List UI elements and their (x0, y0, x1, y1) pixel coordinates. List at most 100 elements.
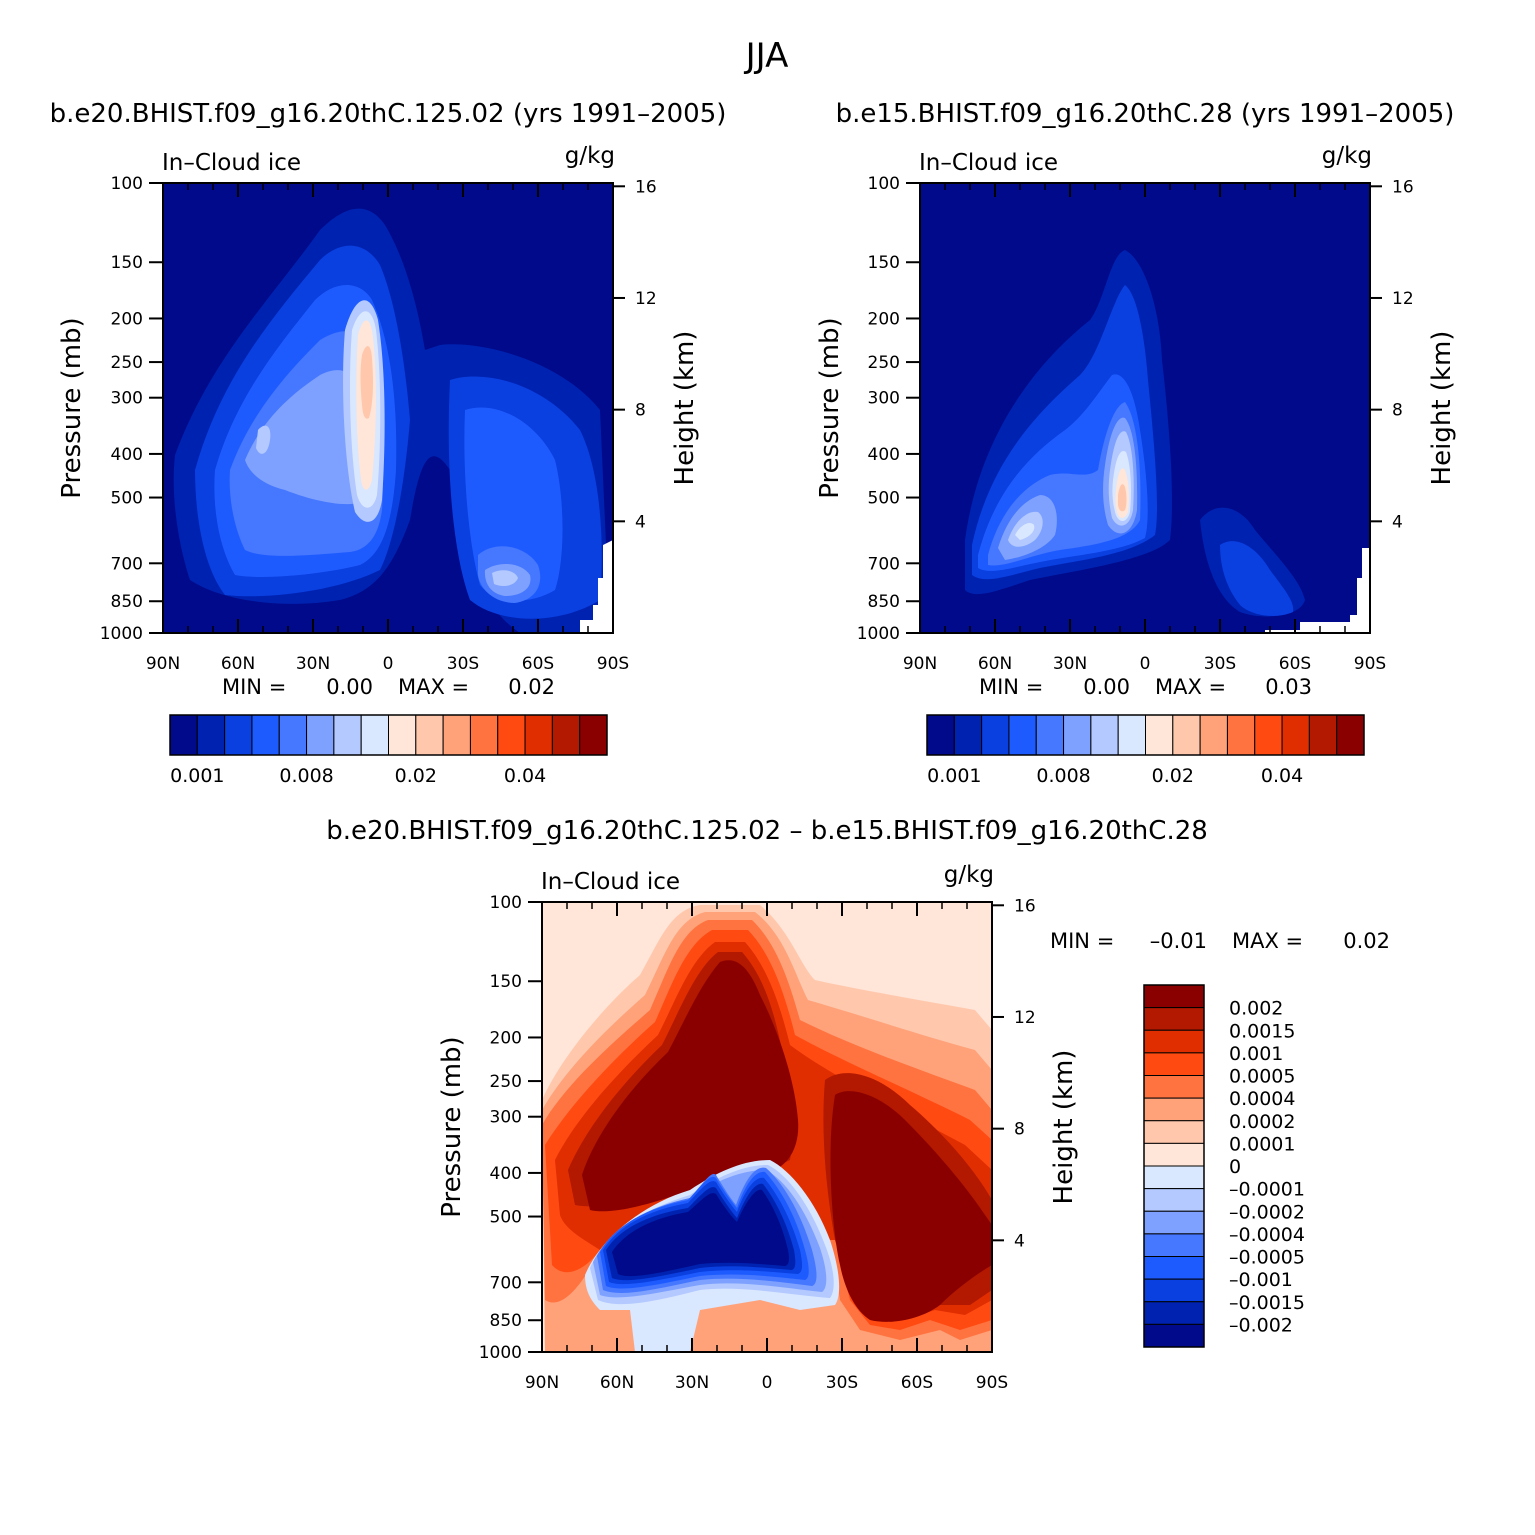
panel-b-max-value: 0.03 (1265, 675, 1312, 699)
panel-c-ylabel: Pressure (mb) (437, 1036, 467, 1217)
panel-a-colorbar-label: 0.008 (279, 765, 333, 787)
panel-c-colorbar-label: –0.0002 (1229, 1201, 1305, 1223)
panel-b-axes: 90N 60N 30N 0 30S 60S 90S 100 150 200 250 300 400 500… (857, 174, 1414, 674)
panel-a-xtick-label: 0 (383, 654, 394, 674)
panel-a-colorbar-box (551, 714, 581, 756)
panel-c-max-value: 0.02 (1343, 929, 1390, 953)
panel-c-y2tick-label: 4 (1014, 1231, 1025, 1251)
panel-c-xtick-label: 90N (525, 1373, 559, 1393)
panel-b-ylabel: Pressure (mb) (815, 317, 845, 498)
panel-c-y2tick-label: 8 (1014, 1120, 1025, 1140)
panel-a-y2tick-label: 16 (635, 177, 657, 197)
panel-b-colorbar-box (1199, 714, 1228, 756)
panel-c-colorbar-box (1143, 1188, 1205, 1212)
panel-b-y2tick-label: 4 (1392, 512, 1403, 532)
panel-b-colorbar-box (1117, 714, 1146, 756)
panel-a-ylabel: Pressure (mb) (57, 317, 87, 498)
panel-c-ytick-label: 400 (490, 1164, 522, 1184)
panel-b-xtick-label: 30N (1053, 654, 1087, 674)
panel-c-ytick-label: 500 (490, 1208, 522, 1228)
panel-c-colorbar-box (1143, 1097, 1205, 1122)
panel-a-ytick-label: 850 (111, 592, 143, 612)
panel-c-ytick-label: 300 (490, 1108, 522, 1128)
panel-b-min-label: MIN = (979, 675, 1043, 699)
panel-c-variable: In–Cloud ice (541, 869, 680, 895)
panel-b-xtick-label: 60N (978, 654, 1012, 674)
panel-c-colorbar-label: 0.0005 (1229, 1066, 1295, 1088)
panel-b-colorbar-box (1008, 714, 1037, 756)
panel-c-colorbar-label: 0.0001 (1229, 1133, 1295, 1155)
panel-c-y2tick-label: 16 (1014, 896, 1036, 916)
panel-c-colorbar-label: 0.002 (1229, 998, 1283, 1020)
panel-c-y2label: Height (km) (1049, 1050, 1079, 1205)
panel-a-colorbar-box (415, 714, 444, 756)
panel-a-y2label: Height (km) (670, 331, 700, 486)
panel-c-colorbar-frame (1143, 984, 1205, 1348)
panel-c-ytick-label: 850 (490, 1311, 522, 1331)
panel-c-colorbar-label: 0.0002 (1229, 1111, 1295, 1133)
panel-b-colorbar-box (981, 714, 1010, 756)
panel-a-colorbar-box (333, 714, 362, 756)
panel-a-xtick-label: 60N (221, 654, 255, 674)
panel-b-field (920, 183, 1370, 633)
panel-b-colorbar-box (1172, 714, 1201, 756)
panel-c-xtick-label: 30S (826, 1373, 858, 1393)
panel-b-ytick-label: 700 (868, 554, 900, 574)
panel-c-colorbar-label: –0.002 (1229, 1314, 1293, 1336)
panel-b-colorbar-box (926, 714, 955, 756)
panel-a-ytick-label: 250 (111, 353, 143, 373)
panel-a-colorbar: 0.001 0.008 0.02 0.04 (169, 714, 608, 787)
panel-a-colorbar-box (388, 714, 417, 756)
panel-c-ytick-label: 250 (490, 1072, 522, 1092)
panel-b-colorbar-box (1090, 714, 1119, 756)
panel-b-xtick-label: 0 (1140, 654, 1151, 674)
panel-a-colorbar-box (524, 714, 553, 756)
panel-a-colorbar-frame (169, 714, 608, 756)
panel-c-field (542, 902, 992, 1352)
panel-c-colorbar-box (1143, 1142, 1205, 1167)
panel-c-colorbar-box (1143, 1301, 1205, 1325)
panel-a-colorbar-label: 0.04 (504, 765, 546, 787)
panel-b-contour-l7 (1015, 523, 1035, 540)
panel-c-colorbar-box (1143, 1278, 1205, 1303)
panel-a-ytick-label: 1000 (100, 624, 143, 644)
panel-a-ytick-label: 400 (111, 445, 143, 465)
panel-b-colorbar-box (1254, 714, 1283, 756)
panel-c-ytick-label: 200 (490, 1028, 522, 1048)
panel-c-colorbar-box (1143, 1256, 1205, 1280)
panel-b-ytick-label: 150 (868, 253, 900, 273)
panel-a-variable: In–Cloud ice (162, 150, 301, 176)
panel-c-colorbar-label: 0 (1229, 1156, 1241, 1178)
panel-c-y2tick-label: 12 (1014, 1008, 1036, 1028)
panel-b-y2tick-label: 8 (1392, 401, 1403, 421)
panel-a-field (163, 183, 613, 633)
panel-a-colorbar-box (360, 714, 389, 756)
panel-a-ytick-label: 100 (111, 174, 143, 194)
panel-c-contour-p7b (830, 1091, 992, 1322)
panel-c-xtick-label: 60N (600, 1373, 634, 1393)
panel-a-ytick-label: 500 (111, 489, 143, 509)
panel-c-colorbar-label: 0.001 (1229, 1043, 1283, 1065)
panel-c-colorbar-box (1143, 1007, 1205, 1031)
panel-b-units: g/kg (1322, 143, 1372, 169)
panel-a-contour-l5 (245, 370, 370, 505)
panel-a-ytick-label: 150 (111, 253, 143, 273)
panel-b-y2label: Height (km) (1427, 331, 1457, 486)
panel-a-title: b.e20.BHIST.f09_g16.20thC.125.02 (yrs 19… (50, 99, 727, 129)
panel-c-min-label: MIN = (1050, 929, 1114, 953)
panel-b-colorbar-box (1063, 714, 1092, 756)
panel-b-colorbar-label: 0.02 (1152, 765, 1194, 787)
panel-c-colorbar-box (1143, 984, 1205, 1009)
panel-a-min-value: 0.00 (326, 675, 373, 699)
panel-c-axes: 90N 60N 30N 0 30S 60S 90S 100 150 200 250 300 400 500… (479, 893, 1036, 1393)
diff-title: b.e20.BHIST.f09_g16.20thC.125.02 – b.e15… (326, 816, 1208, 846)
panel-a-max-label: MAX = (398, 675, 469, 699)
panel-b-colorbar-box (953, 714, 983, 756)
panel-c-xtick-label: 0 (762, 1373, 773, 1393)
panel-a-ytick-label: 300 (111, 389, 143, 409)
panel-b-ytick-label: 200 (868, 309, 900, 329)
panel-b-colorbar-box (1308, 714, 1338, 756)
panel-b-y2tick-label: 16 (1392, 177, 1414, 197)
panel-a-contour-l9 (360, 345, 373, 419)
panel-c-colorbar-label: 0.0015 (1229, 1020, 1295, 1042)
